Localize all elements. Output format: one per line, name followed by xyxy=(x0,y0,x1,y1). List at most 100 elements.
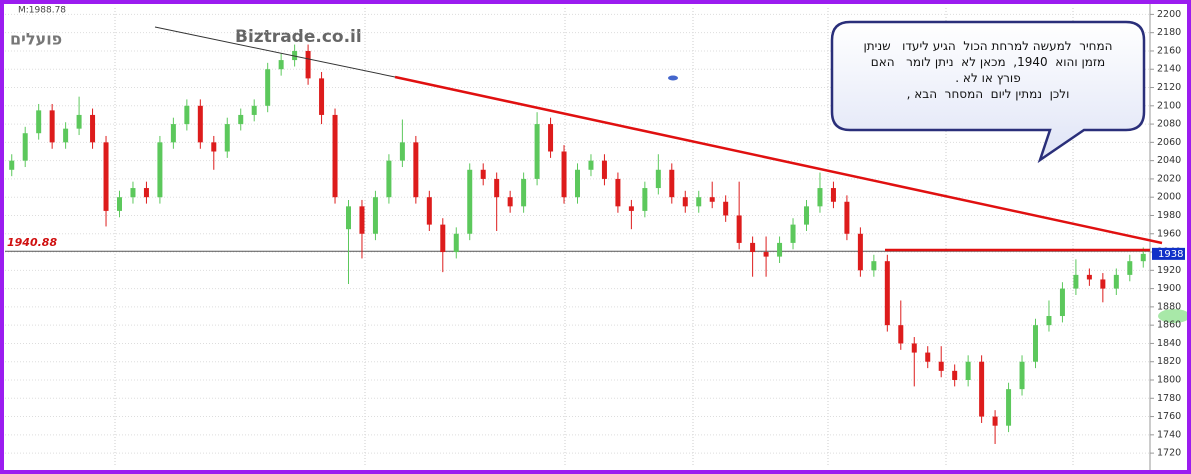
candle-body xyxy=(601,160,607,179)
candle-body xyxy=(1073,274,1079,289)
candle-body xyxy=(669,169,675,198)
candle-body xyxy=(372,197,378,234)
candle-body xyxy=(359,206,365,234)
note-line: המחיר למעשה למרחת הכול הגיע ליעדו שניתן xyxy=(863,39,1113,53)
candle-body xyxy=(332,114,338,198)
candle-body xyxy=(804,206,809,225)
candle-body xyxy=(170,124,176,143)
note-line: פורץ או לא . xyxy=(955,71,1021,85)
candle-body xyxy=(817,188,823,207)
y-tick-label: 2140 xyxy=(1157,64,1181,75)
candle-body xyxy=(507,197,513,207)
y-tick-label: 1760 xyxy=(1157,411,1181,422)
candle-body xyxy=(251,105,257,115)
y-tick-label: 1840 xyxy=(1157,338,1181,349)
candle-body xyxy=(857,233,863,271)
candle-body xyxy=(642,188,648,211)
candle-body xyxy=(224,124,230,152)
candle-body xyxy=(1046,316,1052,326)
candle-body xyxy=(1140,253,1146,262)
candle-body xyxy=(682,197,688,207)
note-line: ולכן נמתין ליום המסחר הבא , xyxy=(906,87,1070,101)
candle-body xyxy=(346,206,351,230)
candle-body xyxy=(1086,274,1092,280)
candle-body xyxy=(575,169,580,198)
candle-body xyxy=(723,201,729,216)
candle-body xyxy=(36,110,42,134)
candle-body xyxy=(709,197,715,202)
candle-body xyxy=(1059,288,1065,317)
y-tick-label: 2200 xyxy=(1157,9,1181,20)
candle-body xyxy=(534,124,540,179)
note: המחיר למעשה למרחת הכול הגיע ליעדו שניתן … xyxy=(838,38,1138,102)
side-marker xyxy=(1158,309,1187,323)
y-tick-label: 2120 xyxy=(1157,82,1181,93)
y-tick-label: 1980 xyxy=(1157,210,1181,221)
candle-body xyxy=(305,50,311,79)
candle-body xyxy=(871,261,877,271)
candle-body xyxy=(952,370,958,380)
candle-body xyxy=(1127,261,1133,275)
candle-body xyxy=(143,188,149,198)
candle-body xyxy=(22,133,28,161)
marker-icon xyxy=(668,75,678,81)
candle-body xyxy=(76,114,82,129)
candle-body xyxy=(426,197,432,225)
candle-body xyxy=(49,110,55,143)
candle-body xyxy=(790,224,796,243)
candle-body xyxy=(117,197,122,211)
candle-body xyxy=(1100,279,1106,289)
candle-body xyxy=(696,197,702,207)
candle-body xyxy=(830,188,836,202)
candle-body xyxy=(386,160,392,198)
candle-body xyxy=(197,105,203,143)
y-tick-label: 1880 xyxy=(1157,301,1181,312)
candle-body xyxy=(548,124,554,152)
candle-body xyxy=(911,343,917,353)
candle-body xyxy=(925,352,931,362)
y-tick-label: 2080 xyxy=(1157,119,1181,130)
candle-body xyxy=(278,60,284,70)
candle-body xyxy=(480,169,486,179)
y-tick-label: 1900 xyxy=(1157,283,1181,294)
candle-body xyxy=(130,188,136,198)
candle-body xyxy=(103,142,109,211)
y-tick-label: 1720 xyxy=(1157,448,1181,459)
candle-body xyxy=(265,69,271,106)
candle-body xyxy=(884,261,890,326)
candle-body xyxy=(1033,325,1038,362)
candle-body xyxy=(844,201,850,234)
candle-body xyxy=(440,224,446,253)
candle-body xyxy=(494,178,500,198)
candle-body xyxy=(588,160,594,170)
candle-body xyxy=(979,361,985,417)
candle-body xyxy=(63,128,69,143)
candle-body xyxy=(157,142,163,198)
candle-body xyxy=(521,178,527,207)
candle-body xyxy=(561,151,567,198)
info-text: M:1988.78 xyxy=(18,6,66,16)
y-tick-label: 2000 xyxy=(1157,192,1181,203)
watermark: Biztrade.co.il xyxy=(235,27,362,47)
candle-body xyxy=(413,142,419,198)
candle-body xyxy=(938,361,944,371)
candle-body xyxy=(1113,274,1119,289)
y-tick-label: 2040 xyxy=(1157,155,1181,166)
y-tick-label: 1920 xyxy=(1157,265,1181,276)
last-price-box xyxy=(1152,247,1185,260)
candle-body xyxy=(1006,389,1012,426)
candle-body xyxy=(628,206,634,211)
candle-body xyxy=(763,252,769,257)
candle-body xyxy=(9,160,15,170)
candle-body xyxy=(467,169,473,234)
candle-body xyxy=(238,114,244,125)
candle-body xyxy=(292,50,298,61)
last-price-label: 1938 xyxy=(1158,249,1183,260)
candle-body xyxy=(184,105,190,125)
note-line: מזמן והוא 1940, מכאן לא ניתן לומר האם xyxy=(870,55,1106,69)
candle-body xyxy=(90,114,96,143)
y-tick-label: 2180 xyxy=(1157,27,1181,38)
candle-body xyxy=(1019,361,1025,390)
y-tick-label: 1780 xyxy=(1157,393,1181,404)
